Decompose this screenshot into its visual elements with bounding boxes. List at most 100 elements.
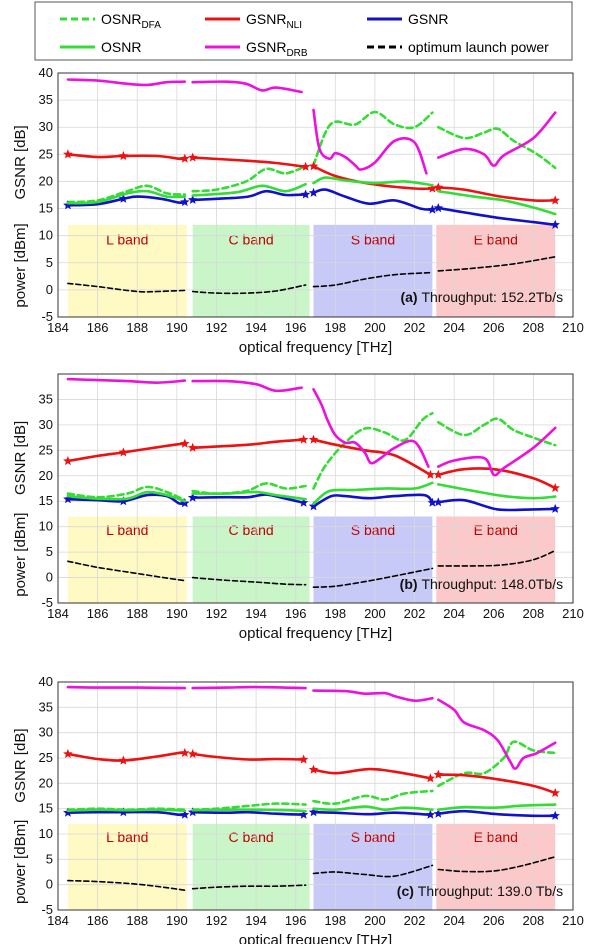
- x-tick-label: 190: [166, 913, 188, 928]
- y-tick-label: 25: [39, 750, 53, 765]
- series-GSNR-marker: [433, 203, 444, 213]
- x-tick-label: 206: [483, 320, 505, 335]
- x-tick-label: 186: [87, 913, 109, 928]
- series-GSNR-segment-1: [191, 810, 305, 816]
- y-tick-label: 40: [39, 674, 53, 689]
- series-optimum launch power-segment-2: [312, 864, 434, 878]
- series-GSNR_NLI-segment-3: [437, 467, 557, 490]
- series-optimum launch power-segment-3: [437, 549, 556, 567]
- x-tick-label: 202: [404, 320, 426, 335]
- y-tick-label: -5: [41, 595, 53, 610]
- band-2: [313, 823, 433, 910]
- chart-panel-2: L band C band S band E band 184 186 188 190 192 1…: [12, 674, 584, 944]
- series-GSNR_NLI-marker: [180, 747, 190, 757]
- series-GSNR_NLI-segment-3: [437, 186, 557, 203]
- series-OSNR-segment-3: [437, 189, 557, 216]
- y-axis-label-gsnr: GSNR [dB]: [12, 125, 29, 199]
- x-tick-label: 210: [562, 606, 584, 621]
- band-1: [192, 516, 310, 603]
- series-GSNR-marker: [180, 498, 190, 508]
- y-axis-label-gsnr: GSNR [dB]: [12, 729, 29, 803]
- series-GSNR-segment-0: [66, 810, 187, 817]
- series-OSNR_DFA-segment-0: [66, 485, 187, 502]
- x-tick-label: 204: [443, 320, 465, 335]
- x-tick-label: 208: [523, 913, 545, 928]
- x-tick-label: 194: [245, 913, 267, 928]
- legend: OSNRDFA GSNRNLI GSNR OSNR GSNRDRB optimum lau…: [34, 1, 573, 61]
- series-GSNR_DRB-segment-1: [191, 685, 307, 690]
- series-GSNR_NLI-segment-2: [312, 438, 432, 477]
- series-GSNR_NLI-segment-1: [191, 752, 305, 761]
- band-label-1: C band: [229, 522, 274, 538]
- series-GSNR_DRB-segment-3: [437, 111, 557, 167]
- x-tick-label: 188: [126, 320, 148, 335]
- series-GSNR_NLI-segment-1: [191, 438, 305, 450]
- band-label-2: S band: [351, 522, 395, 538]
- series-GSNR-segment-3: [437, 206, 557, 227]
- band-label-0: L band: [106, 522, 148, 538]
- y-tick-label: 0: [46, 877, 53, 892]
- x-axis-label: optical frequency [THz]: [239, 625, 392, 642]
- band-label-3: E band: [474, 829, 518, 845]
- series-GSNR-marker: [180, 809, 190, 819]
- y-tick-label: -5: [41, 902, 53, 917]
- y-tick-label: 30: [39, 417, 53, 432]
- series-GSNR-segment-1: [191, 493, 305, 504]
- series-OSNR-segment-2: [312, 805, 434, 812]
- legend-label-2: GSNR: [408, 11, 448, 27]
- series-GSNR_NLI-segment-3: [437, 773, 557, 795]
- y-axis-label-power: power [dBm]: [12, 223, 29, 307]
- y-tick-label: 15: [39, 201, 53, 216]
- x-axis-label: optical frequency [THz]: [239, 339, 392, 356]
- band-label-1: C band: [229, 231, 274, 247]
- series-GSNR-marker: [433, 808, 444, 818]
- y-tick-label: 25: [39, 146, 53, 161]
- x-tick-label: 204: [443, 913, 465, 928]
- x-tick-label: 188: [126, 606, 148, 621]
- y-tick-label: 5: [46, 544, 53, 559]
- series-GSNR-marker: [427, 204, 438, 214]
- band-label-1: C band: [229, 829, 274, 845]
- x-tick-label: 194: [245, 320, 267, 335]
- x-tick-label: 200: [364, 606, 386, 621]
- series-OSNR_DFA-segment-3: [437, 740, 557, 788]
- series-GSNR-marker: [298, 497, 309, 507]
- series-GSNR_NLI-segment-1: [191, 156, 307, 169]
- series-GSNR-marker: [550, 219, 560, 229]
- y-tick-label: 0: [46, 282, 53, 297]
- series-GSNR-marker: [550, 810, 560, 820]
- series-GSNR-marker: [63, 200, 73, 210]
- series-GSNR-marker: [118, 193, 129, 203]
- series-GSNR-marker: [308, 807, 319, 817]
- y-tick-label: 0: [46, 570, 53, 585]
- series-GSNR_NLI-marker: [298, 754, 309, 764]
- series-OSNR-segment-1: [191, 808, 307, 813]
- x-tick-label: 192: [206, 606, 228, 621]
- series-optimum launch power-segment-0: [67, 282, 186, 293]
- band-2: [313, 516, 433, 603]
- series-GSNR_NLI-marker: [425, 773, 436, 783]
- series-GSNR_NLI-marker: [550, 788, 560, 797]
- series-GSNR_NLI-marker: [425, 469, 436, 479]
- series-GSNR_NLI-marker: [550, 483, 560, 492]
- x-tick-label: 190: [166, 606, 188, 621]
- series-GSNR_DRB-segment-0: [66, 377, 187, 385]
- series-GSNR_NLI-marker: [298, 434, 309, 444]
- series-GSNR_NLI-marker: [308, 161, 319, 171]
- legend-box: [34, 1, 573, 61]
- series-GSNR_NLI-marker: [187, 442, 198, 452]
- y-tick-label: 5: [46, 851, 53, 866]
- series-OSNR_DFA-segment-3: [437, 417, 557, 447]
- series-GSNR-marker: [427, 497, 438, 507]
- series-GSNR_NLI-marker: [433, 469, 444, 479]
- x-tick-label: 206: [483, 606, 505, 621]
- x-tick-label: 198: [324, 606, 346, 621]
- series-GSNR-marker: [180, 197, 190, 207]
- series-GSNR-segment-1: [191, 189, 307, 202]
- series-GSNR_NLI-marker: [180, 153, 190, 163]
- series-GSNR-marker: [187, 807, 198, 817]
- series-GSNR_NLI-marker: [550, 195, 560, 205]
- series-GSNR_DRB-segment-2: [312, 108, 428, 175]
- y-tick-label: 40: [39, 65, 53, 80]
